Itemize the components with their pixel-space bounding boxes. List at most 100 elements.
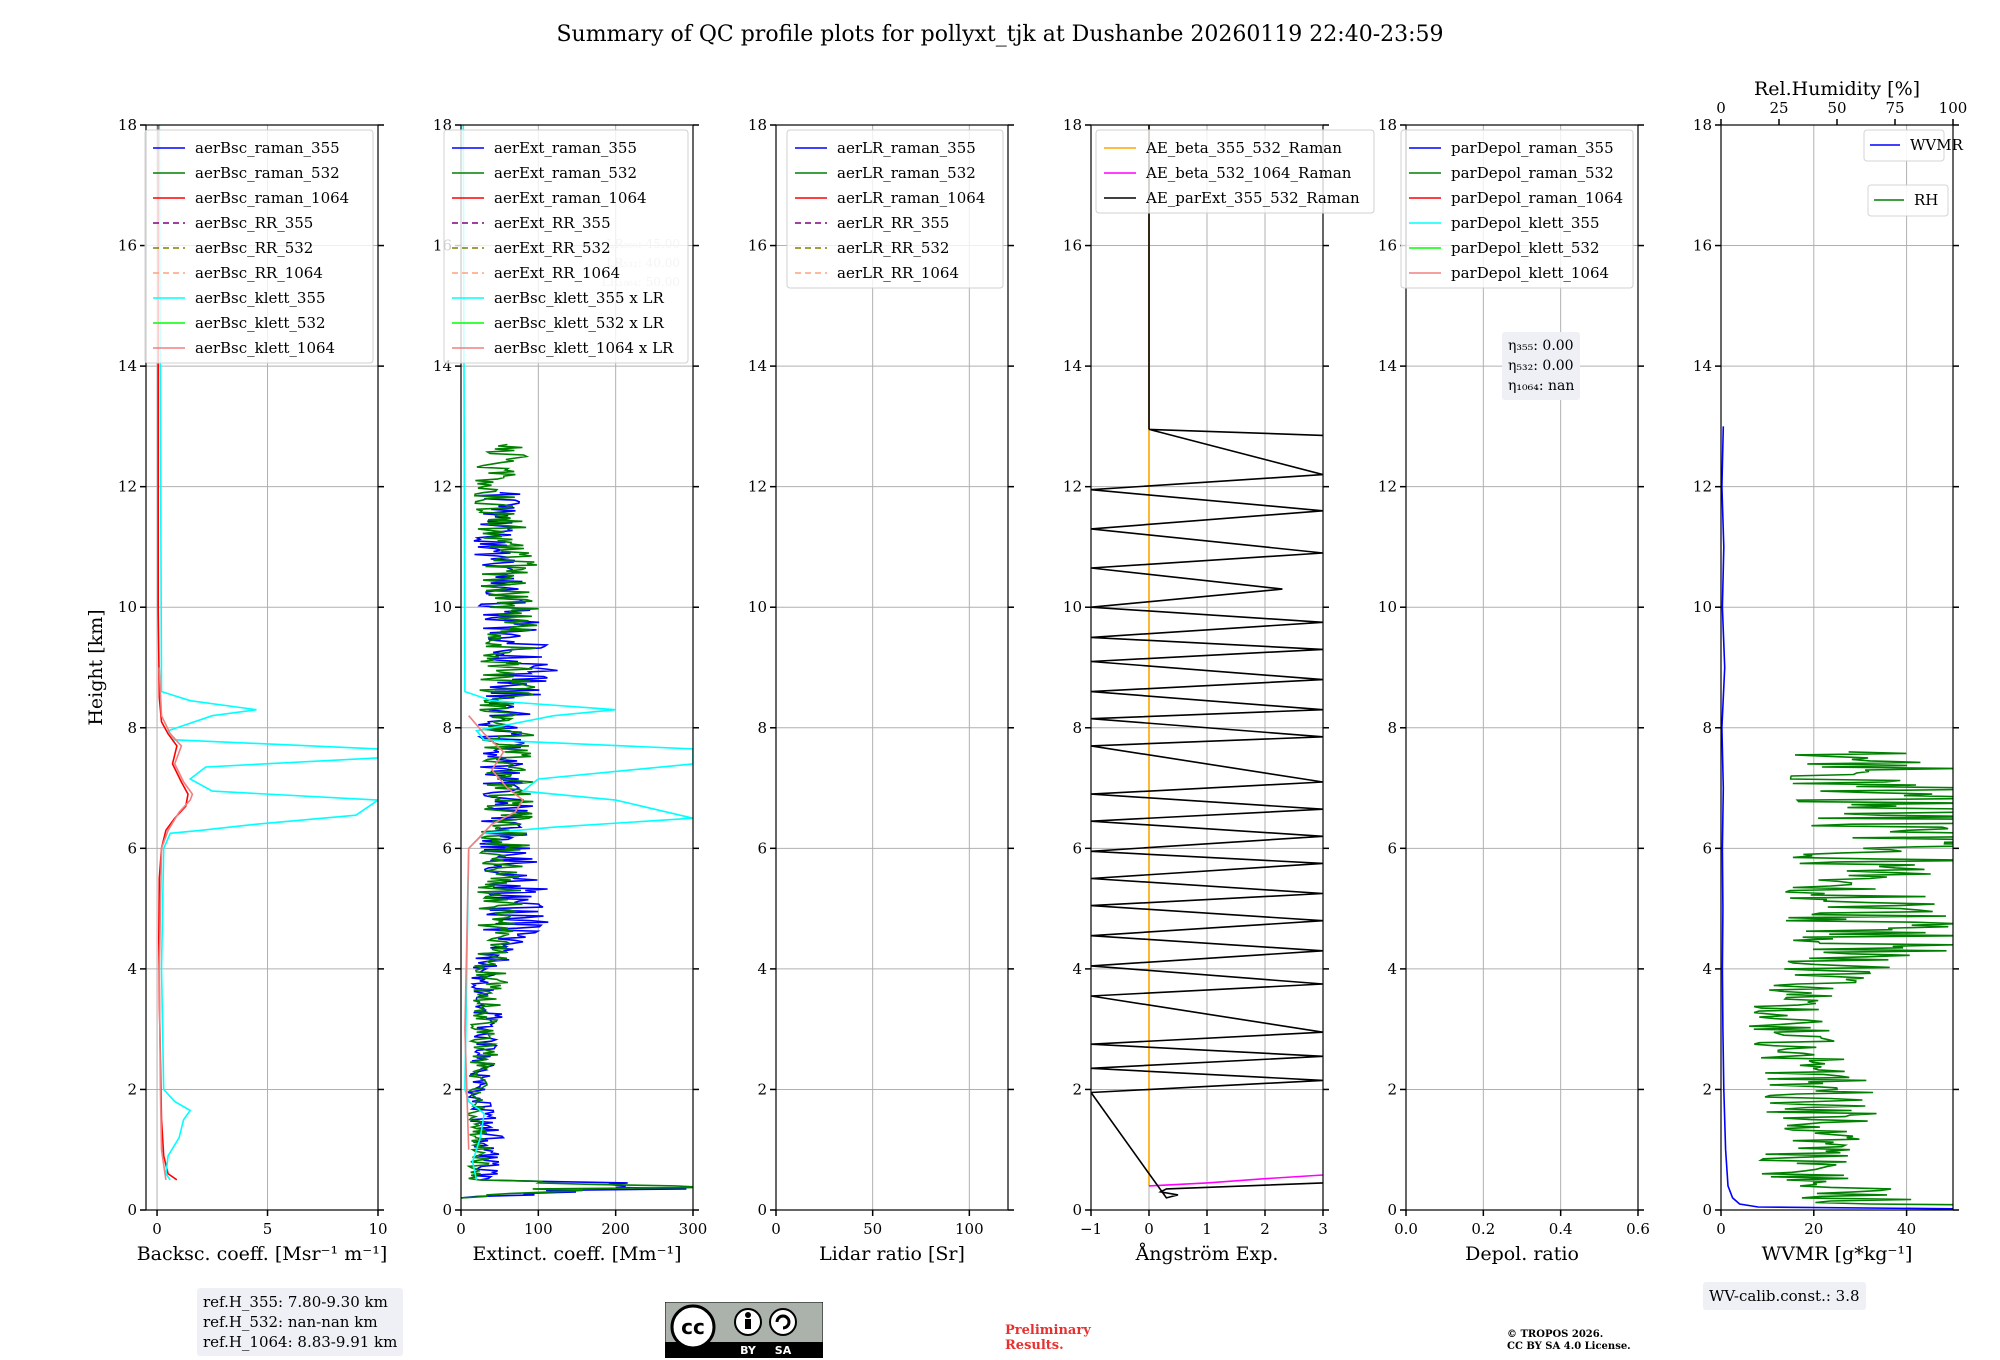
ytick-label: 12 <box>1693 478 1712 496</box>
legend-label-aerBsc_RR_532: aerBsc_RR_532 <box>195 239 313 257</box>
ytick-label: 4 <box>757 960 767 978</box>
xtick-label: 0.6 <box>1626 1220 1650 1238</box>
legend-label-aerBsc_klett_532 x LR: aerBsc_klett_532 x LR <box>494 314 665 332</box>
ytick-label: 18 <box>748 116 767 134</box>
eta-box: η₃₅₅: 0.00 η₅₃₂: 0.00 η₁₀₆₄: nan <box>1502 332 1581 400</box>
series-group <box>1721 426 1953 1210</box>
ytick-label: 4 <box>1072 960 1082 978</box>
top-axis-label: Rel.Humidity [%] <box>1754 78 1920 100</box>
legend-label-parDepol_raman_1064: parDepol_raman_1064 <box>1451 189 1623 207</box>
xtick-label: 1 <box>1202 1220 1212 1238</box>
legend-label-RH: RH <box>1914 191 1938 209</box>
legend-label-aerBsc_klett_355: aerBsc_klett_355 <box>195 289 326 307</box>
legend-label-aerBsc_RR_1064: aerBsc_RR_1064 <box>195 264 323 282</box>
ref-height-355: ref.H_355: 7.80-9.30 km <box>203 1293 388 1311</box>
xtick-label: 200 <box>601 1220 630 1238</box>
xtick-label: 300 <box>679 1220 708 1238</box>
xtick-label: 0 <box>771 1220 781 1238</box>
legend-label-aerExt_RR_1064: aerExt_RR_1064 <box>494 264 620 282</box>
cc-sa-label: SA <box>775 1344 792 1357</box>
ytick-label: 0 <box>1387 1201 1397 1219</box>
ytick-label: 8 <box>1072 719 1082 737</box>
legend-label-WVMR: WVMR <box>1910 136 1964 154</box>
series-line-AE_parExt_355_532_Raman <box>1091 428 1323 1199</box>
series-line-AE_beta_532_1064_Raman <box>1148 1174 1323 1187</box>
ytick-label: 4 <box>1702 960 1712 978</box>
legend-label-parDepol_raman_532: parDepol_raman_532 <box>1451 164 1614 182</box>
ytick-label: 18 <box>1063 116 1082 134</box>
ytick-label: 16 <box>1693 237 1712 255</box>
xtick-label: 20 <box>1804 1220 1823 1238</box>
series-line-aerBsc_klett_355 x LR <box>462 125 693 1181</box>
ytick-label: 0 <box>757 1201 767 1219</box>
series-line-aerExt_raman_532 <box>461 443 693 1199</box>
top-xtick-label: 50 <box>1827 99 1846 117</box>
top-xtick-label: 100 <box>1939 99 1968 117</box>
ytick-label: 2 <box>757 1080 767 1098</box>
legend-label-aerLR_raman_532: aerLR_raman_532 <box>837 164 976 182</box>
series-line-aerBsc_klett_355 <box>158 125 378 1181</box>
ytick-label: 14 <box>118 357 137 375</box>
series-group <box>461 125 693 1199</box>
x-axis-label: WVMR [g*kg⁻¹] <box>1762 1243 1913 1265</box>
ytick-label: 8 <box>127 719 137 737</box>
panel-backscatter: 0 2 4 6 8 10 12 14 16 18 0 5 10 Backsc. coeff. [Msr⁻¹… <box>85 116 388 1265</box>
legend-box <box>1400 129 1634 289</box>
ytick-label: 0 <box>127 1201 137 1219</box>
top-xtick-label: 0 <box>1716 99 1726 117</box>
legend-label-aerBsc_klett_355 x LR: aerBsc_klett_355 x LR <box>494 289 665 307</box>
ytick-label: 2 <box>1387 1080 1397 1098</box>
ytick-label: 2 <box>1072 1080 1082 1098</box>
xtick-label: 10 <box>368 1220 387 1238</box>
wv-calib-const: WV-calib.const.: 3.8 <box>1709 1287 1860 1305</box>
legend-label-parDepol_klett_532: parDepol_klett_532 <box>1451 239 1600 257</box>
ytick-label: 10 <box>1378 598 1397 616</box>
legend-label-AE_parExt_355_532_Raman: AE_parExt_355_532_Raman <box>1145 189 1360 207</box>
xtick-label: 0 <box>1144 1220 1154 1238</box>
legend-label-aerLR_RR_355: aerLR_RR_355 <box>837 214 949 232</box>
ytick-label: 4 <box>1387 960 1397 978</box>
legend-box <box>1863 129 1945 162</box>
x-axis-label: Depol. ratio <box>1465 1243 1579 1265</box>
ytick-label: 8 <box>757 719 767 737</box>
ytick-label: 6 <box>1387 839 1397 857</box>
legend-box <box>443 129 689 364</box>
top-xtick-label: 75 <box>1885 99 1904 117</box>
ytick-label: 6 <box>127 839 137 857</box>
series-line-RH <box>1749 751 1953 1206</box>
prelim-line-1: Preliminary <box>1005 1323 1091 1338</box>
ytick-label: 2 <box>127 1080 137 1098</box>
xtick-label: 2 <box>1260 1220 1270 1238</box>
x-axis-label: Ångström Exp. <box>1135 1243 1279 1265</box>
ytick-label: 8 <box>442 719 452 737</box>
ref-height-1064: ref.H_1064: 8.83-9.91 km <box>203 1333 398 1351</box>
copyright-note: © TROPOS 2026. CC BY SA 4.0 License. <box>1507 1329 1631 1353</box>
y-axis-label: Height [km] <box>85 609 107 725</box>
eta-355: η₃₅₅: 0.00 <box>1508 338 1574 354</box>
figure-title: Summary of QC profile plots for pollyxt_… <box>556 22 1444 47</box>
ytick-label: 6 <box>1072 839 1082 857</box>
ytick-label: 6 <box>1702 839 1712 857</box>
ytick-label: 4 <box>442 960 452 978</box>
ytick-label: 10 <box>1693 598 1712 616</box>
ytick-label: 10 <box>748 598 767 616</box>
legend-label-AE_beta_532_1064_Raman: AE_beta_532_1064_Raman <box>1145 164 1352 182</box>
ytick-label: 14 <box>748 357 767 375</box>
ytick-label: 18 <box>118 116 137 134</box>
ytick-label: 2 <box>1702 1080 1712 1098</box>
axes-frame <box>145 124 379 1211</box>
ytick-label: 16 <box>1063 237 1082 255</box>
xtick-label: 0 <box>456 1220 466 1238</box>
ytick-label: 18 <box>1693 116 1712 134</box>
legend-label-aerBsc_raman_532: aerBsc_raman_532 <box>195 164 340 182</box>
ytick-label: 12 <box>1063 478 1082 496</box>
series-line-WVMR <box>1721 426 1953 1210</box>
legend-box <box>144 129 374 364</box>
series-line-aerExt_raman_355 <box>461 491 687 1199</box>
ytick-label: 0 <box>1702 1201 1712 1219</box>
legend-label-parDepol_klett_355: parDepol_klett_355 <box>1451 214 1600 232</box>
legend-box <box>1867 184 1949 217</box>
top-xtick-label: 25 <box>1769 99 1788 117</box>
